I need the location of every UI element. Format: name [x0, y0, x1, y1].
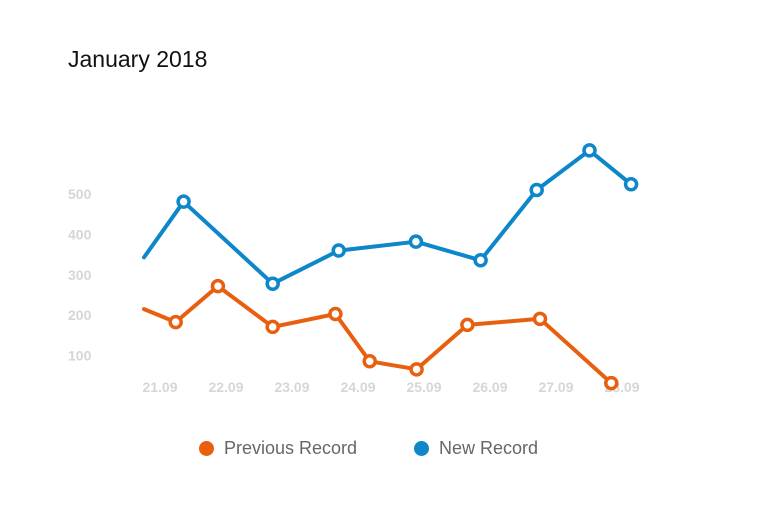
legend-label-previous-record: Previous Record [224, 438, 358, 458]
data-point[interactable] [328, 306, 343, 322]
data-point[interactable] [408, 234, 424, 249]
data-point[interactable] [532, 311, 548, 327]
legend-swatch-new-record [414, 441, 429, 456]
x-tick-label: 24.09 [340, 379, 375, 395]
data-point[interactable] [409, 362, 424, 377]
data-point[interactable] [331, 243, 346, 258]
series-layer [142, 143, 639, 391]
x-tick-label: 21.09 [142, 379, 177, 395]
x-axis: 21.09 22.09 23.09 24.09 25.09 26.09 27.09 28.09 [142, 379, 639, 395]
data-point[interactable] [604, 375, 619, 391]
legend-item-new-record[interactable]: New Record [414, 438, 538, 459]
y-axis: 100 200 300 400 500 [68, 186, 92, 364]
legend-item-previous-record[interactable]: Previous Record [199, 438, 357, 459]
data-point[interactable] [460, 317, 475, 333]
legend-label-new-record: New Record [439, 438, 539, 458]
data-point[interactable] [168, 314, 183, 330]
y-tick-label: 100 [68, 348, 92, 364]
x-tick-label: 23.09 [274, 379, 309, 395]
x-tick-label: 25.09 [406, 379, 441, 395]
data-point[interactable] [265, 276, 280, 291]
x-tick-label: 26.09 [472, 379, 507, 395]
data-point[interactable] [362, 354, 377, 369]
data-point[interactable] [265, 319, 280, 335]
x-tick-label: 22.09 [208, 379, 243, 395]
data-point[interactable] [210, 278, 226, 294]
y-tick-label: 500 [68, 186, 92, 202]
legend-swatch-previous-record [199, 441, 214, 456]
y-tick-label: 200 [68, 307, 92, 323]
x-tick-label: 27.09 [538, 379, 573, 395]
series-line-previous-record [142, 284, 614, 386]
data-point[interactable] [582, 143, 597, 158]
series-line-new-record [142, 148, 634, 286]
y-tick-label: 300 [68, 267, 92, 283]
data-point[interactable] [623, 177, 639, 192]
data-point[interactable] [176, 194, 191, 209]
data-point[interactable] [529, 182, 544, 198]
chart-title: January 2018 [68, 46, 208, 72]
data-point[interactable] [473, 253, 488, 268]
y-tick-label: 400 [68, 226, 92, 242]
legend: Previous Record New Record [0, 438, 760, 466]
